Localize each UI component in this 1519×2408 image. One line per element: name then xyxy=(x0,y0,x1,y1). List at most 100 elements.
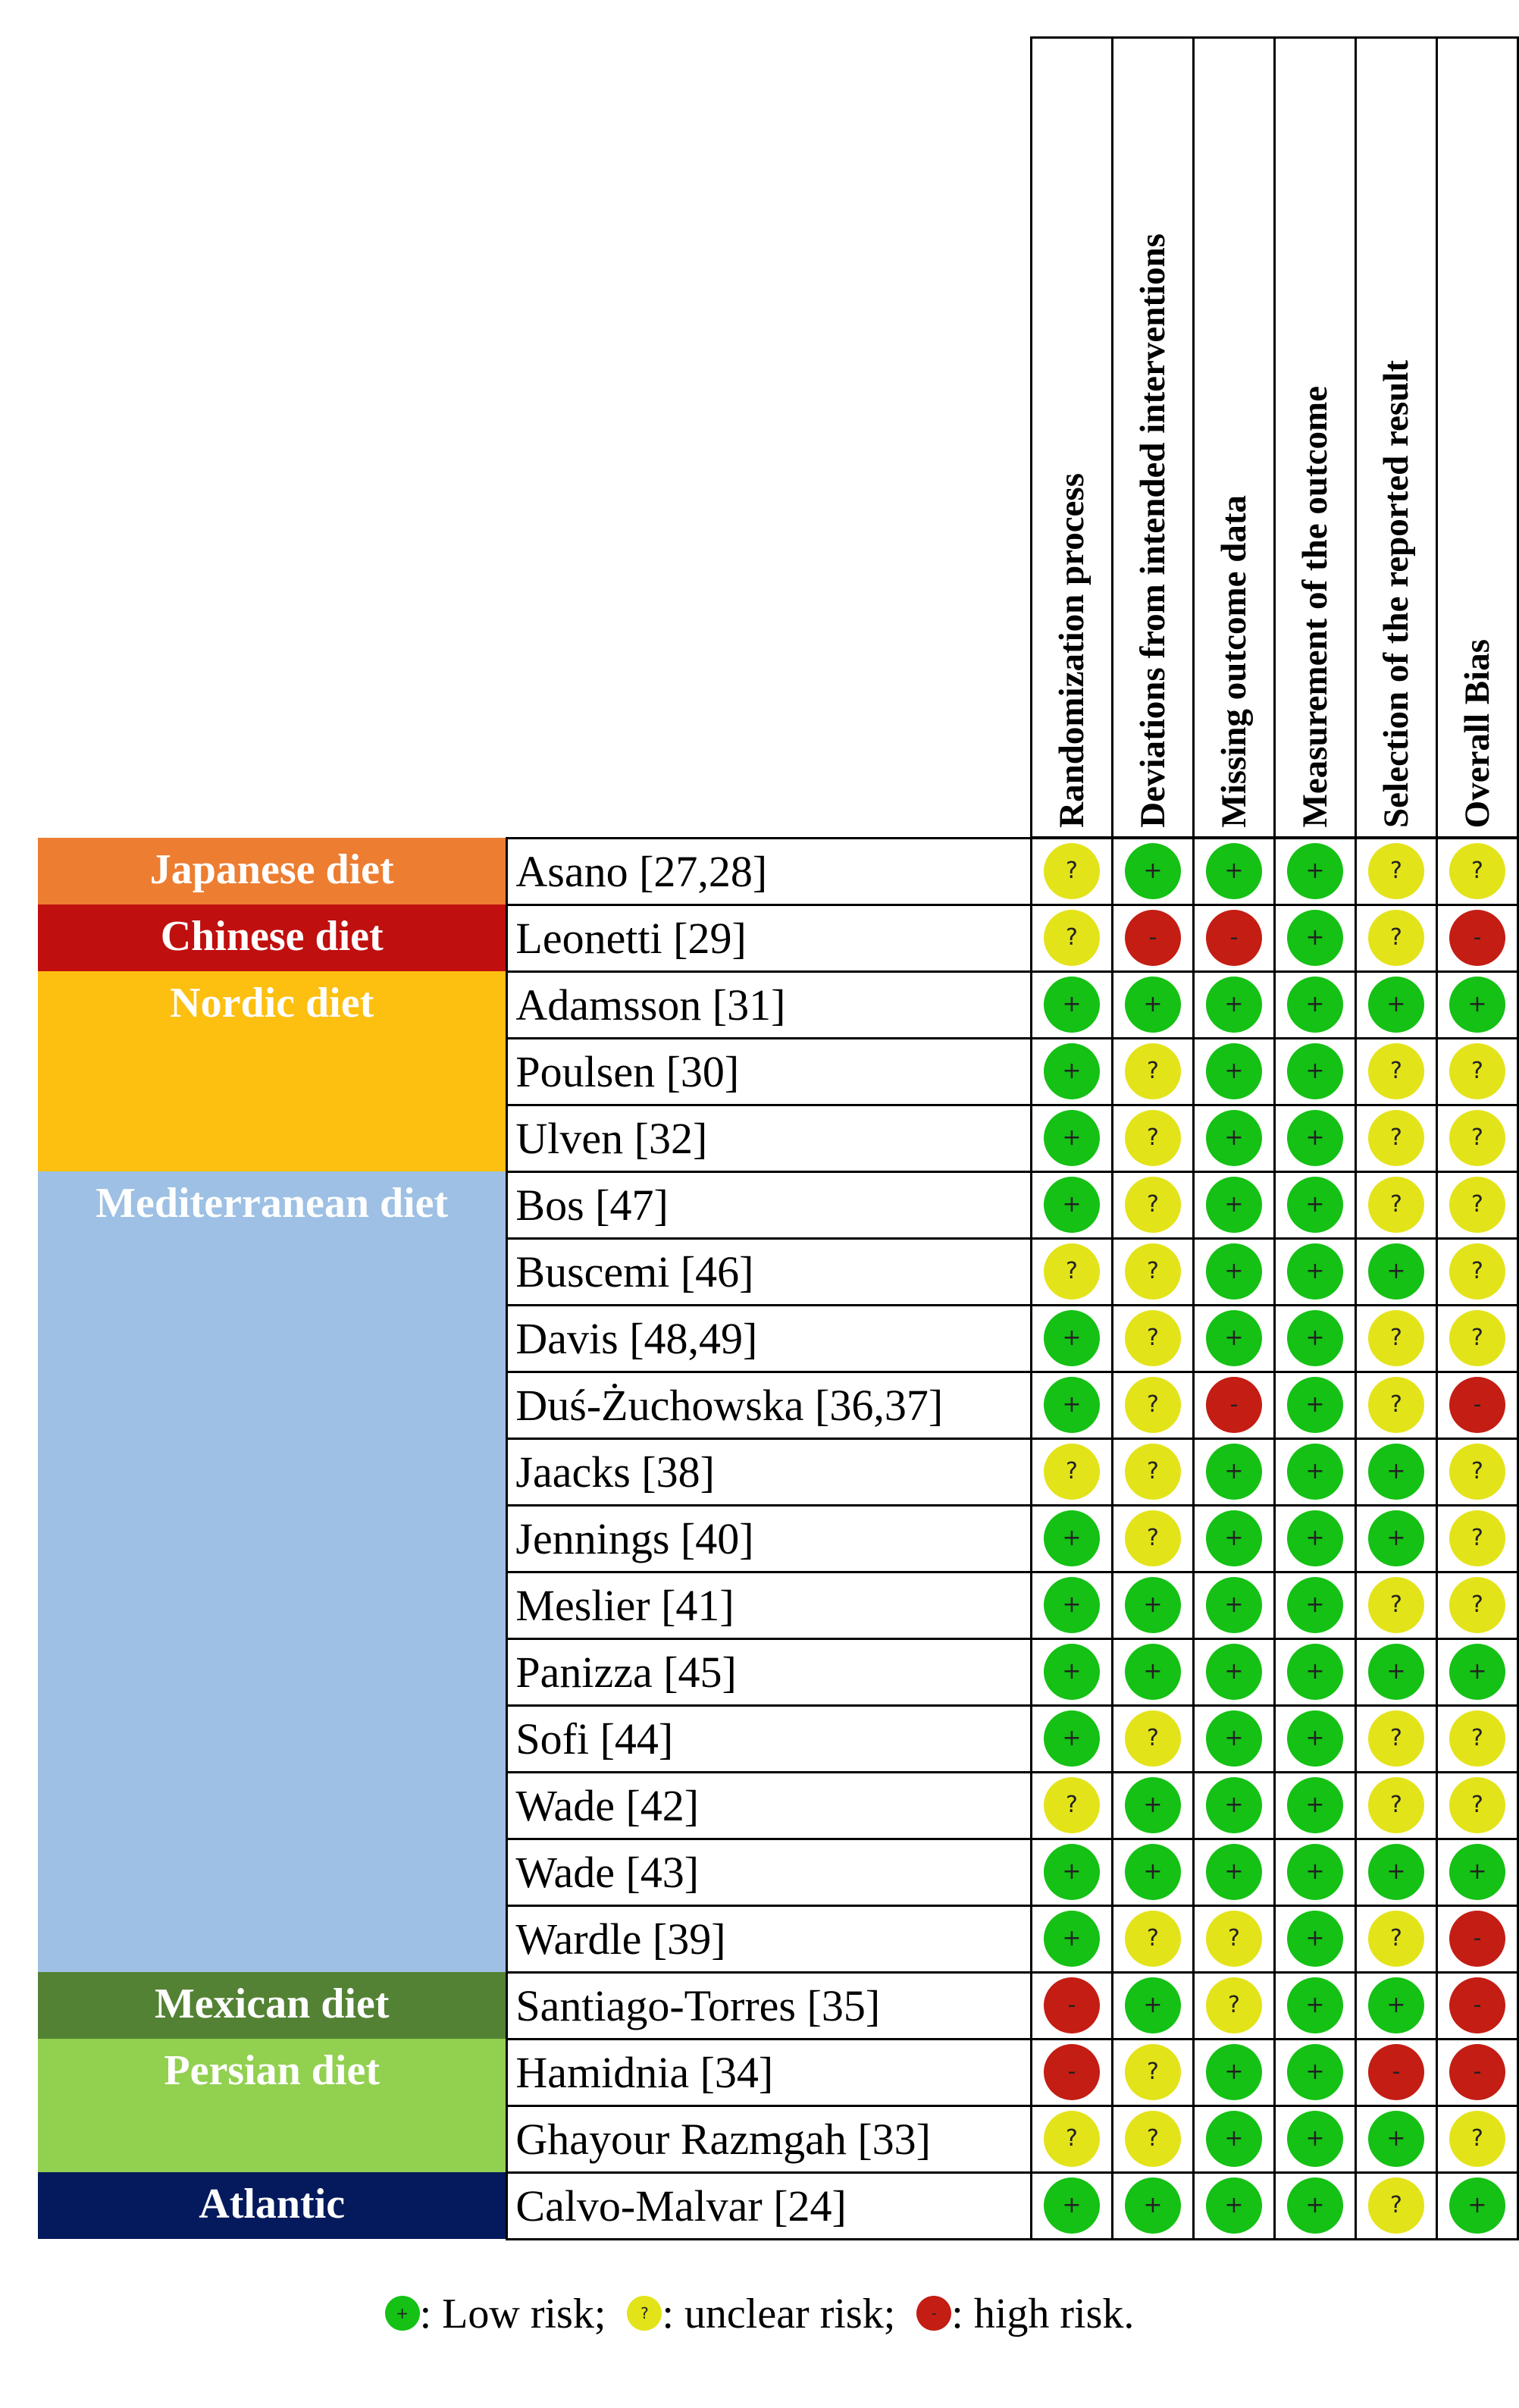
table-row: Mexican diet Santiago-Torres [35] - +? + + - xyxy=(38,1971,1519,2040)
rating-cell: + xyxy=(1273,1303,1357,1373)
column-header: Measurement of the outcome xyxy=(1273,36,1357,839)
risk-unclear-dot: ? xyxy=(1124,2111,1181,2167)
table-row: Atlantic Calvo-Malvar [24] + + + +? + xyxy=(38,2171,1519,2240)
risk-low-dot: + xyxy=(1043,1510,1100,1566)
risk-low-dot: + xyxy=(1449,1844,1505,1900)
table-row: Persian diet Hamidnia [34] -? + + - - xyxy=(38,2037,1519,2172)
risk-unclear-dot: ? xyxy=(1124,1510,1181,1566)
risk-unclear-dot: ? xyxy=(1124,1110,1181,1166)
risk-unclear-dot: ? xyxy=(1449,1444,1505,1500)
rating-cell: + xyxy=(1192,2037,1276,2107)
rating-cell: + xyxy=(1029,1036,1113,1106)
table-row: Sofi [44] +? + +?? xyxy=(38,1704,1519,1773)
rating-cell: + xyxy=(1354,1237,1438,1306)
risk-low-dot: + xyxy=(1205,1177,1262,1233)
diet-group-label: Persian diet xyxy=(38,2039,507,2172)
risk-low-dot: + xyxy=(1043,1110,1100,1166)
risk-unclear-dot: ? xyxy=(1367,1710,1424,1767)
rating-cell: ? xyxy=(1029,2104,1113,2174)
rating-cell: + xyxy=(1192,1837,1276,1907)
rating-cell: + xyxy=(1273,2104,1357,2174)
rating-cell: + xyxy=(1110,2171,1195,2240)
rating-cell: - xyxy=(1435,1971,1519,2040)
rating-cell: + xyxy=(1273,1170,1357,1240)
rating-cell: - xyxy=(1029,2037,1113,2107)
table-row: Jennings [40] +? + + +? xyxy=(38,1503,1519,1573)
risk-low-dot: + xyxy=(1205,1577,1262,1633)
study-name: Meslier [41] xyxy=(506,1570,1032,1640)
rating-cell: + xyxy=(1273,970,1357,1039)
rating-cell: + xyxy=(1192,1570,1276,1640)
risk-unclear-dot: ? xyxy=(1449,1777,1505,1833)
rating-cell: + xyxy=(1192,1503,1276,1573)
table-row: Wade [43] + + + + + + xyxy=(38,1837,1519,1907)
risk-low-dot: + xyxy=(1205,843,1262,900)
risk-low-dot: + xyxy=(1286,2178,1343,2234)
rating-cell: + xyxy=(1354,1437,1438,1507)
risk-low-dot: + xyxy=(1124,1577,1181,1633)
rating-cell: ? xyxy=(1110,1036,1195,1106)
study-name: Wade [43] xyxy=(506,1837,1032,1907)
column-header: Randomization process xyxy=(1029,36,1113,839)
rating-cell: + xyxy=(1273,1770,1357,1840)
risk-low-dot: + xyxy=(1286,1644,1343,1700)
risk-unclear-dot: ? xyxy=(1367,1177,1424,1233)
risk-low-dot: + xyxy=(1205,977,1262,1033)
study-name: Buscemi [46] xyxy=(506,1237,1032,1306)
risk-low-dot: + xyxy=(1205,2044,1262,2100)
rating-cell: + xyxy=(1273,1637,1357,1707)
rating-cell: - xyxy=(1435,1904,1519,1974)
rating-cell: + xyxy=(1273,2171,1357,2240)
rating-cell: + xyxy=(1435,2171,1519,2240)
rating-cell: + xyxy=(1192,2104,1276,2174)
column-header: Missing outcome data xyxy=(1192,36,1276,839)
risk-low-dot: + xyxy=(1286,1310,1343,1366)
rating-cell: + xyxy=(1354,970,1438,1039)
rating-cell: ? xyxy=(1192,1904,1276,1974)
rating-cell: ? xyxy=(1110,1904,1195,1974)
rating-cell: + xyxy=(1273,1237,1357,1306)
rating-cell: + xyxy=(1029,1637,1113,1707)
risk-high-dot: - xyxy=(1043,2044,1100,2100)
rating-cell: + xyxy=(1192,970,1276,1039)
legend-low-dot: + xyxy=(384,2296,420,2331)
risk-low-dot: + xyxy=(1043,1043,1100,1099)
rating-cell: + xyxy=(1354,1503,1438,1573)
risk-low-dot: + xyxy=(1286,1177,1343,1233)
risk-low-dot: + xyxy=(1043,1377,1100,1433)
diet-group-label: Mexican diet xyxy=(38,1972,507,2039)
rating-cell: + xyxy=(1273,1370,1357,1440)
risk-unclear-dot: ? xyxy=(1449,1043,1505,1099)
rating-cell: ? xyxy=(1110,1170,1195,1240)
rating-cell: + xyxy=(1029,970,1113,1039)
risk-low-dot: + xyxy=(1367,1644,1424,1700)
rating-cell: ? xyxy=(1110,1103,1195,1173)
rating-cell: ? xyxy=(1435,1704,1519,1773)
table-row: Nordic diet Adamsson [31] + + + + + + xyxy=(38,970,1519,1171)
risk-unclear-dot: ? xyxy=(1367,2178,1424,2234)
risk-low-dot: + xyxy=(1043,1911,1100,1967)
risk-low-dot: + xyxy=(1367,1844,1424,1900)
table-row: Panizza [45] + + + + + + xyxy=(38,1637,1519,1707)
risk-low-dot: + xyxy=(1205,1777,1262,1833)
risk-high-dot: - xyxy=(1449,1911,1505,1967)
rating-cell: ? xyxy=(1192,1971,1276,2040)
rating-cell: ? xyxy=(1029,1437,1113,1507)
diet-group-label: Nordic diet xyxy=(38,971,507,1171)
risk-unclear-dot: ? xyxy=(1205,1977,1262,2033)
rating-cell: + xyxy=(1110,836,1195,906)
table-row: Buscemi [46]?? + + +? xyxy=(38,1237,1519,1306)
table-row: Wade [42]? + + +?? xyxy=(38,1770,1519,1840)
diet-group-label: Mediterranean diet xyxy=(38,1171,507,1972)
rating-cell: ? xyxy=(1354,1036,1438,1106)
risk-unclear-dot: ? xyxy=(1043,2111,1100,2167)
risk-low-dot: + xyxy=(1124,1977,1181,2033)
rating-cell: ? xyxy=(1354,2171,1438,2240)
rating-cell: ? xyxy=(1029,1770,1113,1840)
table-row: Japanese diet Asano [27,28]? + + +?? xyxy=(38,836,1519,906)
risk-low-dot: + xyxy=(1367,1977,1424,2033)
rating-cell: + xyxy=(1273,1971,1357,2040)
risk-high-dot: - xyxy=(1449,1977,1505,2033)
risk-low-dot: + xyxy=(1043,1710,1100,1767)
risk-low-dot: + xyxy=(1205,2111,1262,2167)
